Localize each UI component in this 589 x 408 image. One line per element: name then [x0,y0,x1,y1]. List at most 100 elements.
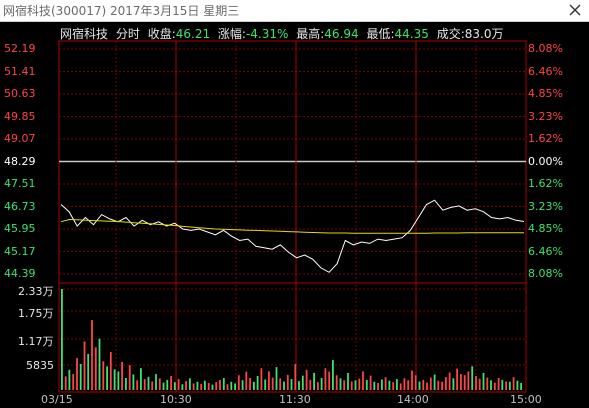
volume-bar [196,381,199,390]
volume-bar [143,379,146,390]
volume-bar [226,384,229,390]
volume-bar [328,371,331,390]
volume-bar [313,372,315,390]
volume-bar [264,379,267,390]
volume-bar [125,378,127,390]
volume-bar [460,374,462,390]
volume-bar [189,378,191,390]
percent-tick-label: 8.08% [528,42,563,55]
volume-bar [301,375,304,390]
volume-bar [512,377,515,390]
volume-bar [215,382,218,390]
price-tick-label: 50.63 [4,87,36,100]
volume-bar [128,365,131,390]
percent-tick-label: 0.00% [528,154,563,168]
volume-bar [418,381,421,390]
volume-bar [219,379,221,390]
volume-bar [309,379,312,390]
volume-bar [61,289,63,390]
percent-tick-label: 3.23% [528,199,563,213]
volume-bar [305,369,308,390]
volume-bar [237,375,240,390]
volume-bar [358,378,361,390]
volume-bar [411,370,413,390]
volume-bar [317,382,319,390]
price-tick-label: 49.85 [4,109,36,123]
volume-tick-label: 1.17万 [18,335,54,348]
volume-bar [151,381,154,390]
volume-bar [83,341,86,390]
stock-name: 网宿科技 [60,27,109,41]
volume-bar [441,381,443,390]
volume-bar [279,378,282,390]
volume-label: 成交: [436,27,465,41]
volume-bar [109,351,112,390]
percent-tick-label: 6.46% [528,64,563,78]
volume-bar [320,378,323,390]
title-bar[interactable]: 网宿科技(300017) 2017年3月15日 星期三 [0,0,589,22]
volume-bar [456,368,458,390]
volume-bar [520,383,522,390]
volume-bar [392,382,395,390]
volume-bar [91,320,93,390]
volume-bar [230,381,233,390]
volume-bar [381,379,383,390]
volume-bar [482,372,485,390]
volume-bar [505,381,507,390]
percent-tick-label: 4.85% [528,87,563,100]
volume-bar [241,380,244,390]
volume-bar [429,377,432,390]
volume-bar [490,380,492,390]
price-tick-label: 48.29 [4,154,36,168]
volume-bar [516,380,519,390]
volume-bar [260,368,263,390]
volume-bar [158,378,161,390]
volume-bar [268,371,270,390]
volume-bar [422,379,425,390]
volume-bar [377,383,379,390]
price-tick-label: 46.73 [4,199,36,213]
percent-tick-label: 3.23% [528,109,563,123]
time-tick-label: 10:30 [160,393,192,406]
volume-bar [384,377,387,390]
price-tick-label: 51.41 [4,64,36,78]
volume-bar [373,381,376,390]
volume-bar [207,383,210,390]
volume-bar [332,360,334,390]
change-value: -4.31% [245,27,289,41]
volume-bar [271,377,274,390]
volume-bar [324,368,327,390]
close-value: 46.21 [175,27,211,41]
volume-bar [467,371,470,390]
close-icon[interactable] [567,2,583,18]
high-value: 46.94 [324,27,359,41]
percent-tick-label: 8.08% [528,267,563,280]
chart-mode: 分时 [115,27,140,41]
volume-bar [132,374,135,390]
volume-bar [113,369,116,390]
volume-bar [437,380,440,390]
volume-bar [222,378,225,390]
volume-bar [493,382,496,390]
close-label: 收盘: [147,27,176,41]
volume-bar [173,382,176,390]
volume-bar [501,379,504,390]
volume-bar [68,369,71,390]
volume-bar [497,378,500,390]
volume-bar [475,376,477,390]
volume-bar [448,372,451,390]
time-tick-label: 11:30 [279,393,311,406]
volume-bar [204,380,206,390]
volume-bar [245,371,248,390]
volume-bar [414,375,417,390]
volume-bar [79,364,82,390]
price-tick-label: 45.17 [4,244,36,258]
volume-bar [76,358,78,390]
volume-bar [147,376,150,390]
volume-bar [399,383,402,390]
volume-bar [286,374,289,390]
volume-bar [298,381,300,390]
volume-bar [433,374,436,390]
